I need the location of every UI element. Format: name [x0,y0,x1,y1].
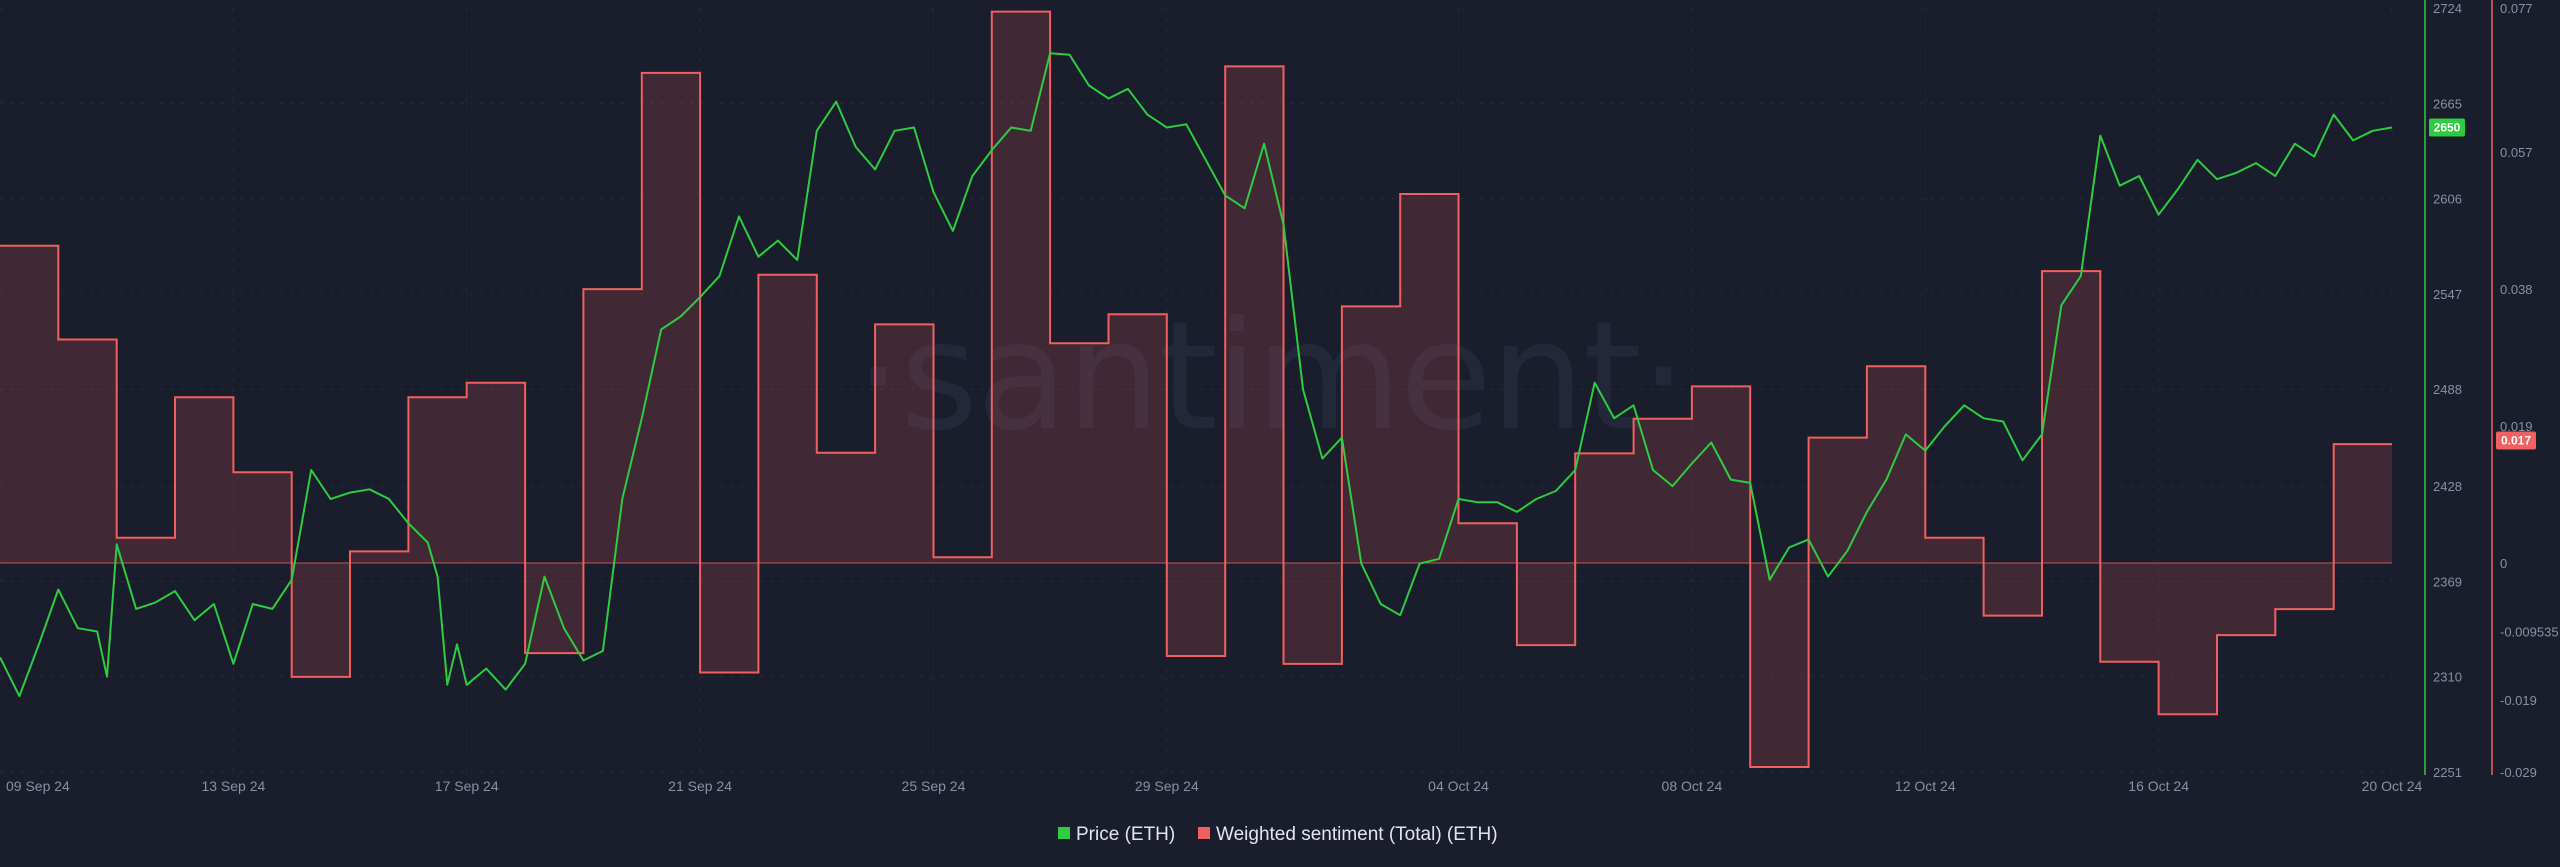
sentiment-tick-label: 0.038 [2500,282,2533,297]
sentiment-line [0,10,2392,768]
date-tick-label: 04 Oct 24 [1428,778,1489,794]
sentiment-axis: 0.077 0.057 0.038 0.019 0 -0.009535 -0.019 -0.0… [2500,1,2559,780]
sentiment-tick-label: -0.009535 [2500,625,2559,640]
sentiment-badge-value: 0.017 [2501,433,2531,447]
date-tick-label: 12 Oct 24 [1895,778,1956,794]
price-line [0,52,2393,698]
price-series [0,52,2393,698]
legend-item-sentiment[interactable]: Weighted sentiment (Total) (ETH) [1198,824,1498,845]
price-badge [2429,118,2465,137]
date-tick-label: 25 Sep 24 [902,778,966,794]
price-tick-label: 2547 [2433,287,2462,302]
price-tick-label: 2428 [2433,479,2462,494]
sentiment-tick-label: 0.077 [2500,1,2533,16]
price-axis: 2724 2665 2606 2547 2488 2428 2369 2310 2251 [2433,1,2462,780]
date-tick-label: 16 Oct 24 [2128,778,2189,794]
date-tick-label: 17 Sep 24 [435,778,499,794]
price-badge-value: 2650 [2434,121,2461,135]
sentiment-area [0,11,2392,768]
date-tick-label: 13 Sep 24 [201,778,265,794]
legend-swatch-sentiment [1198,827,1210,839]
sentiment-tick-label: -0.019 [2500,693,2537,708]
sentiment-tick-label: 0.057 [2500,145,2533,160]
legend-swatch-price [1058,827,1070,839]
legend-label-price: Price (ETH) [1076,824,1175,845]
date-tick-label: 08 Oct 24 [1662,778,1723,794]
date-tick-label: 21 Sep 24 [668,778,732,794]
sentiment-tick-label: 0 [2500,556,2507,571]
sentiment-tick-label: 0.019 [2500,419,2533,434]
sentiment-tick-label: -0.029 [2500,765,2537,780]
legend: Price (ETH) Weighted sentiment (Total) (… [1058,824,1498,845]
date-tick-label: 29 Sep 24 [1135,778,1199,794]
price-tick-label: 2488 [2433,382,2462,397]
legend-item-price[interactable]: Price (ETH) [1058,824,1175,845]
price-tick-label: 2251 [2433,765,2462,780]
date-tick-label: 20 Oct 24 [2362,778,2423,794]
price-tick-label: 2606 [2433,192,2462,207]
sentiment-series [0,10,2392,768]
sentiment-badge [2496,431,2536,450]
price-tick-label: 2369 [2433,574,2462,589]
date-tick-label: 09 Sep 24 [6,778,70,794]
date-axis: 09 Sep 24 13 Sep 24 17 Sep 24 21 Sep 24 25 S… [6,778,2423,794]
price-tick-label: 2665 [2433,96,2462,111]
legend-label-sentiment: Weighted sentiment (Total) (ETH) [1216,824,1498,845]
santiment-watermark: ·santiment· [854,290,1685,464]
value-badges: 2650 0.017 [2429,118,2536,450]
price-tick-label: 2724 [2433,1,2462,16]
price-tick-label: 2310 [2433,670,2462,685]
